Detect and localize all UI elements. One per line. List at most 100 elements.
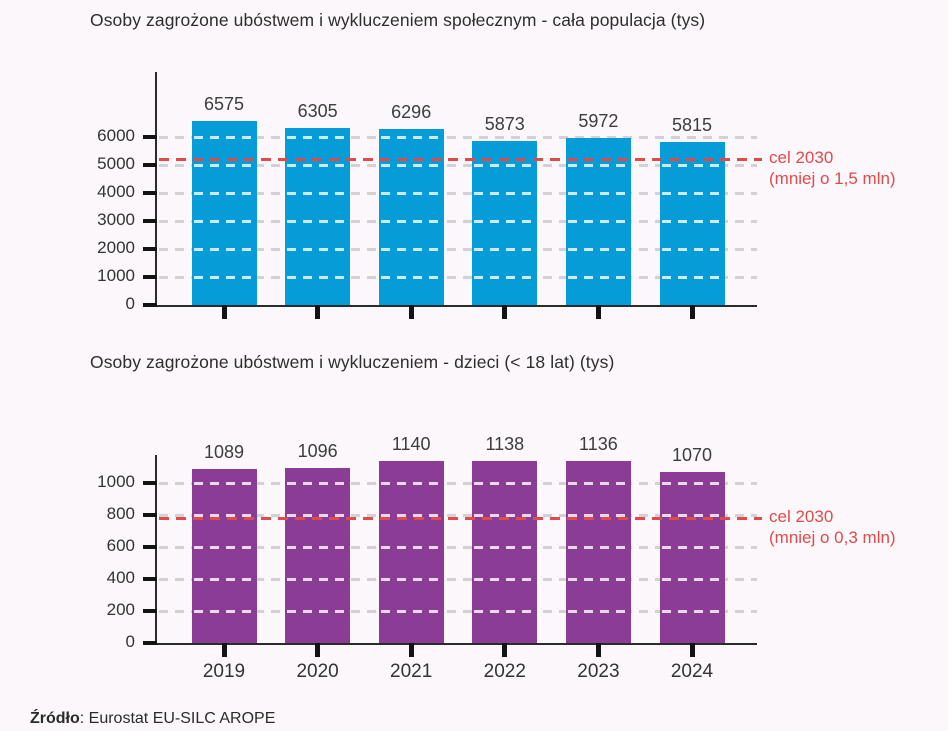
y-tick-label: 4000 <box>97 182 135 201</box>
gridline <box>159 545 757 549</box>
gridline <box>159 275 757 279</box>
x-axis-line <box>149 643 757 645</box>
gridline-over-bar <box>661 163 723 167</box>
gridline-over-bar <box>193 247 255 251</box>
gridline-over-bar <box>474 247 536 251</box>
target-line-2030 <box>159 157 762 161</box>
y-tick-mark <box>143 303 157 307</box>
bar-value-label: 1089 <box>203 441 245 462</box>
bar <box>472 460 538 643</box>
gridline-over-bar <box>661 219 723 223</box>
x-axis-label: 2024 <box>670 661 714 682</box>
source-text: : Eurostat EU-SILC AROPE <box>79 710 276 727</box>
gridline-over-bar <box>474 163 536 167</box>
gridline-over-bar <box>380 135 442 139</box>
y-tick-label: 0 <box>125 294 135 313</box>
y-tick-mark <box>143 513 157 517</box>
bar-value-label: 5815 <box>671 115 713 136</box>
gridline-over-bar <box>193 609 255 613</box>
gridline-over-bar <box>287 219 349 223</box>
x-tick-mark <box>502 305 508 319</box>
bar <box>285 128 351 305</box>
gridline-over-bar <box>287 135 349 139</box>
x-axis-label: 2023 <box>577 661 620 682</box>
x-axis-line <box>149 305 757 307</box>
y-tick-mark <box>143 275 157 279</box>
gridline-over-bar <box>661 191 723 195</box>
x-tick-mark <box>221 305 227 319</box>
y-tick-label: 600 <box>106 536 135 555</box>
y-tick-label: 2000 <box>97 238 135 257</box>
plot-area-children: 0 200 400 600 800 1000 1089 2019 1096 2020 1140 202… <box>97 434 895 682</box>
y-tick-mark <box>143 163 157 167</box>
gridline-over-bar <box>193 513 255 517</box>
gridline-over-bar <box>193 577 255 581</box>
gridline-over-bar <box>287 577 349 581</box>
bar-value-label: 1070 <box>671 444 713 465</box>
gridline-over-bar <box>287 191 349 195</box>
gridline-over-bar <box>193 163 255 167</box>
y-tick-label: 400 <box>106 568 135 587</box>
y-tick-label: 6000 <box>97 126 135 145</box>
gridline <box>159 191 757 195</box>
target-label-line: cel 2030 <box>769 507 834 527</box>
bar-value-label: 6305 <box>297 101 338 122</box>
bar <box>285 467 351 643</box>
gridline <box>159 577 757 581</box>
y-tick-label: 0 <box>125 632 135 651</box>
gridline-over-bar <box>661 275 723 279</box>
gridline-over-bar <box>474 513 536 517</box>
x-tick-mark <box>221 643 227 657</box>
x-tick-mark <box>595 643 601 657</box>
x-tick-mark <box>408 643 414 657</box>
bar <box>191 120 257 305</box>
source-label: Źródło <box>30 710 80 727</box>
x-tick-mark <box>315 643 321 657</box>
gridline-over-bar <box>661 545 723 549</box>
target-line-label: cel 2030 (mniej o 1,5 mln) <box>769 147 896 189</box>
gridline-over-bar <box>474 545 536 549</box>
bar <box>659 471 725 643</box>
gridline-over-bar <box>661 513 723 517</box>
gridline <box>159 481 757 485</box>
y-axis-line <box>155 72 157 307</box>
x-axis-label: 2021 <box>390 661 433 682</box>
gridline-over-bar <box>474 609 536 613</box>
gridline-over-bar <box>193 135 255 139</box>
gridline-over-bar <box>474 577 536 581</box>
bar-value-label: 6296 <box>391 101 432 122</box>
gridline <box>159 163 757 167</box>
gridline <box>159 247 757 251</box>
gridline-over-bar <box>567 545 629 549</box>
gridline-over-bar <box>380 247 442 251</box>
gridline-over-bar <box>380 513 442 517</box>
bar-value-label: 1096 <box>297 440 338 461</box>
x-tick-mark <box>689 643 695 657</box>
gridline-over-bar <box>567 275 629 279</box>
target-label-line: (mniej o 1,5 mln) <box>769 169 896 189</box>
gridline-over-bar <box>661 481 723 485</box>
gridline-over-bar <box>380 219 442 223</box>
gridline-over-bar <box>567 513 629 517</box>
y-tick-mark <box>143 577 157 581</box>
target-line-2030 <box>159 516 762 520</box>
gridline-over-bar <box>661 247 723 251</box>
target-label-line: (mniej o 0,3 mln) <box>769 528 896 548</box>
gridline-over-bar <box>287 545 349 549</box>
y-tick-label: 200 <box>106 600 135 619</box>
y-tick-mark <box>143 609 157 613</box>
gridline-over-bar <box>567 191 629 195</box>
gridline-over-bar <box>380 577 442 581</box>
source-note: Źródło: Eurostat EU-SILC AROPE <box>30 710 275 728</box>
gridline-over-bar <box>287 247 349 251</box>
x-axis-label: 2020 <box>296 661 339 682</box>
gridline-over-bar <box>567 219 629 223</box>
y-tick-mark <box>143 219 157 223</box>
y-axis-line <box>155 455 157 645</box>
bar <box>565 461 631 643</box>
bar <box>472 140 538 305</box>
gridline-over-bar <box>193 545 255 549</box>
gridline-over-bar <box>567 609 629 613</box>
gridline-over-bar <box>567 481 629 485</box>
gridline-over-bar <box>380 481 442 485</box>
